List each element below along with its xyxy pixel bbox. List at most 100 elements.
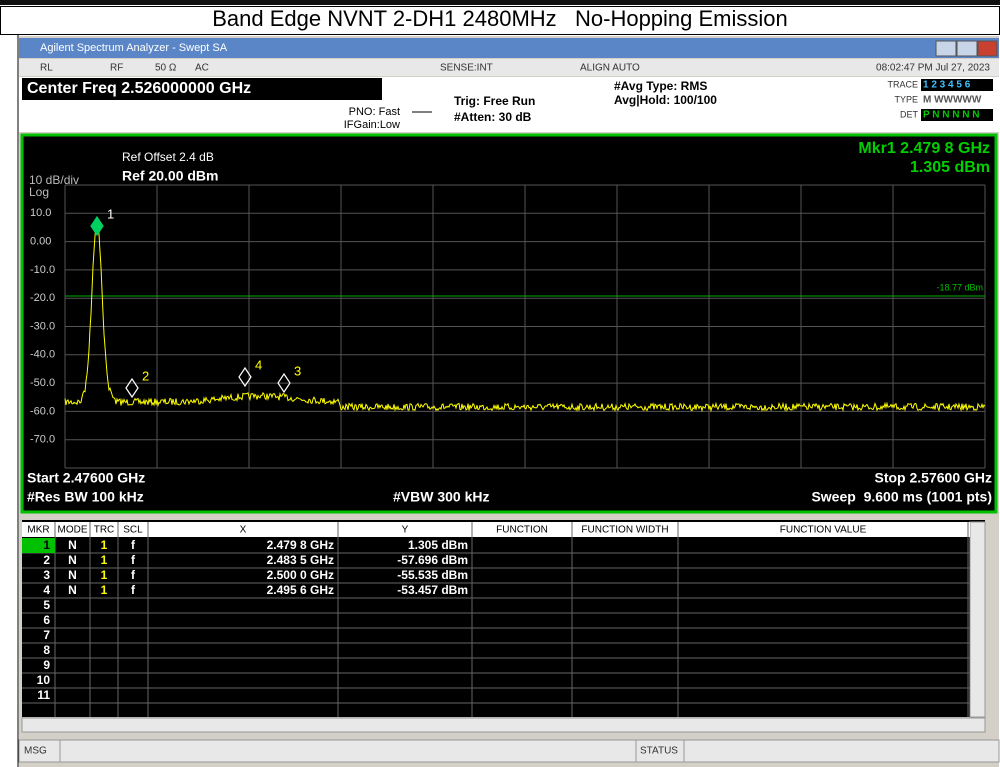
column-header: Y bbox=[402, 525, 409, 536]
display-line-label: -18.77 dBm bbox=[936, 282, 983, 292]
table-cell: N bbox=[68, 568, 77, 582]
table-cell: 2.495 6 GHz bbox=[267, 583, 334, 597]
table-cell: 1 bbox=[101, 583, 108, 597]
marker-diamond bbox=[238, 366, 252, 388]
column-header: MKR bbox=[27, 525, 49, 536]
stop: Stop 2.57600 GHz bbox=[875, 470, 993, 486]
minimize-button[interactable] bbox=[935, 40, 957, 57]
table-cell: 1 bbox=[101, 553, 108, 567]
scale-type: Log bbox=[29, 185, 49, 199]
y-label: -50.0 bbox=[30, 377, 55, 389]
column-header: SCL bbox=[123, 525, 143, 536]
msg-label: MSG bbox=[24, 746, 47, 757]
table-cell: 4 bbox=[43, 583, 50, 597]
table-cell: 2.500 0 GHz bbox=[267, 568, 334, 582]
column-header: FUNCTION bbox=[496, 525, 548, 536]
table-cell: 5 bbox=[43, 598, 50, 612]
avg-type: #Avg Type: RMS bbox=[614, 79, 707, 93]
table-header bbox=[22, 522, 970, 537]
table-cell: 2 bbox=[43, 553, 50, 567]
status-item: RF bbox=[110, 63, 123, 74]
table-cell: 3 bbox=[43, 568, 50, 582]
y-label: -10.0 bbox=[30, 264, 55, 276]
table-cell: 1 bbox=[101, 568, 108, 582]
ref-offset: Ref Offset 2.4 dB bbox=[122, 150, 214, 164]
column-header: TRC bbox=[94, 525, 115, 536]
h-scrollbar[interactable] bbox=[21, 717, 986, 733]
det-value: P N N N N N bbox=[923, 110, 980, 121]
maximize-button[interactable] bbox=[956, 40, 978, 57]
table-cell: N bbox=[68, 583, 77, 597]
marker-id: 4 bbox=[255, 357, 262, 372]
marker-diamond bbox=[277, 372, 291, 394]
table-cell: 10 bbox=[37, 673, 51, 687]
status-item: RL bbox=[40, 63, 53, 74]
center-freq-box bbox=[22, 78, 382, 100]
table-cell: 7 bbox=[43, 628, 50, 642]
page-title: Band Edge NVNT 2-DH1 2480MHz No-Hopping … bbox=[212, 6, 788, 31]
table-cell: f bbox=[131, 538, 136, 552]
marker-diamond bbox=[125, 377, 139, 399]
trace bbox=[64, 225, 986, 413]
type-label: TYPE bbox=[894, 94, 918, 104]
selected-cell bbox=[22, 538, 55, 553]
table-cell: 1 bbox=[43, 538, 50, 552]
table-cell: 2.479 8 GHz bbox=[267, 538, 334, 552]
marker-table bbox=[22, 520, 985, 717]
table-cell: -57.696 dBm bbox=[397, 553, 468, 567]
y-label: -60.0 bbox=[30, 405, 55, 417]
status-item: 08:02:47 PM Jul 27, 2023 bbox=[876, 63, 990, 74]
marker-freq: Mkr1 2.479 8 GHz bbox=[858, 140, 990, 157]
status-item: SENSE:INT bbox=[440, 63, 493, 74]
atten: #Atten: 30 dB bbox=[454, 110, 532, 124]
det-label: DET bbox=[900, 109, 919, 119]
avg-hold: Avg|Hold: 100/100 bbox=[614, 93, 717, 107]
table-cell: 1 bbox=[101, 538, 108, 552]
table-cell: 11 bbox=[37, 688, 50, 702]
column-header: MODE bbox=[58, 525, 88, 536]
status-item: AC bbox=[195, 63, 209, 74]
y-label: -70.0 bbox=[30, 434, 55, 446]
top-strip bbox=[0, 0, 1000, 5]
table-cell: N bbox=[68, 553, 77, 567]
table-cell: 6 bbox=[43, 613, 50, 627]
window-title: Agilent Spectrum Analyzer - Swept SA bbox=[40, 42, 228, 54]
v-scrollbar[interactable] bbox=[969, 521, 986, 718]
table-cell: f bbox=[131, 553, 136, 567]
y-label: -30.0 bbox=[30, 320, 55, 332]
y-label: -40.0 bbox=[30, 349, 55, 361]
type-box bbox=[921, 94, 993, 106]
det-box bbox=[921, 109, 993, 121]
table-cell: -53.457 dBm bbox=[397, 583, 468, 597]
pno: PNO: Fast bbox=[349, 106, 400, 118]
rbw: #Res BW 100 kHz bbox=[27, 489, 144, 505]
trace-label: TRACE bbox=[887, 79, 918, 89]
y-label: -20.0 bbox=[30, 292, 55, 304]
plot-area bbox=[20, 133, 998, 514]
message-bar bbox=[18, 739, 1000, 763]
vbw: #VBW 300 kHz bbox=[393, 489, 489, 505]
close-button[interactable] bbox=[977, 40, 998, 57]
window-titlebar bbox=[19, 38, 999, 58]
column-header: FUNCTION WIDTH bbox=[581, 525, 668, 536]
table-cell: 8 bbox=[43, 643, 50, 657]
status-row bbox=[19, 59, 999, 76]
table-cell: f bbox=[131, 568, 136, 582]
marker-id: 3 bbox=[294, 363, 301, 378]
ref-level: Ref 20.00 dBm bbox=[122, 168, 218, 184]
y-label: 0.00 bbox=[30, 236, 51, 248]
marker-diamond bbox=[90, 215, 104, 237]
table-cell: 1.305 dBm bbox=[408, 538, 468, 552]
trace-box bbox=[921, 79, 993, 91]
marker-id: 2 bbox=[142, 368, 149, 383]
trace-value: 1 2 3 4 5 6 bbox=[923, 80, 971, 91]
sweep: Sweep 9.600 ms (1001 pts) bbox=[811, 489, 992, 505]
scale: 10 dB/div bbox=[29, 173, 79, 187]
trig: Trig: Free Run bbox=[454, 94, 535, 108]
y-label: 10.0 bbox=[30, 207, 51, 219]
marker-id: 1 bbox=[107, 206, 114, 221]
status-item: 50 Ω bbox=[155, 63, 177, 74]
column-header: FUNCTION VALUE bbox=[780, 525, 867, 536]
ifgain: IFGain:Low bbox=[344, 119, 400, 131]
marker-amp: 1.305 dBm bbox=[910, 159, 990, 176]
